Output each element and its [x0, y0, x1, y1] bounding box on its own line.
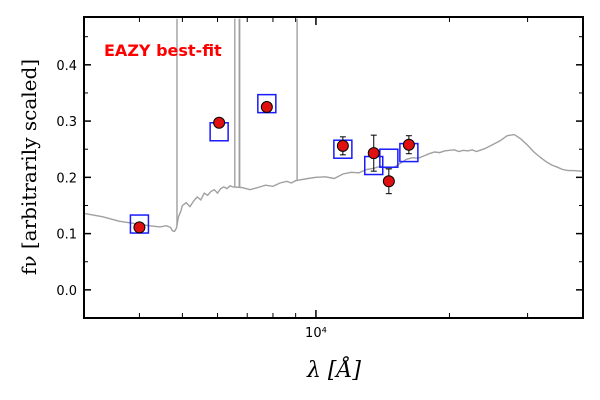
- observed-flux-point: [133, 221, 146, 234]
- observed-flux-point: [260, 101, 273, 114]
- annotation-label: EAZY best-fit: [104, 41, 222, 60]
- plot-area: [84, 18, 583, 234]
- plot-frame: [83, 16, 584, 319]
- y-tick-label: 0.0: [56, 284, 77, 299]
- axes: 0.0 0.1 0.2 0.3 0.4 10⁴: [56, 16, 584, 341]
- x-tick-label: 10⁴: [305, 326, 327, 341]
- observed-flux-point: [213, 116, 226, 129]
- observed-flux-point: [402, 138, 415, 151]
- y-axis-title: fν [arbitrarily scaled]: [17, 59, 41, 275]
- template-spectrum-line: [84, 133, 583, 233]
- x-axis-title: λ [Å]: [306, 355, 361, 383]
- model-flux-square: [379, 148, 399, 168]
- y-tick-label: 0.4: [56, 59, 77, 74]
- y-tick-label: 0.2: [56, 171, 77, 186]
- y-tick-label: 0.3: [56, 115, 77, 130]
- observed-flux-point: [382, 175, 395, 188]
- y-tick-label: 0.1: [56, 228, 77, 243]
- observed-flux-point: [336, 139, 349, 152]
- observed-flux-point: [367, 147, 380, 160]
